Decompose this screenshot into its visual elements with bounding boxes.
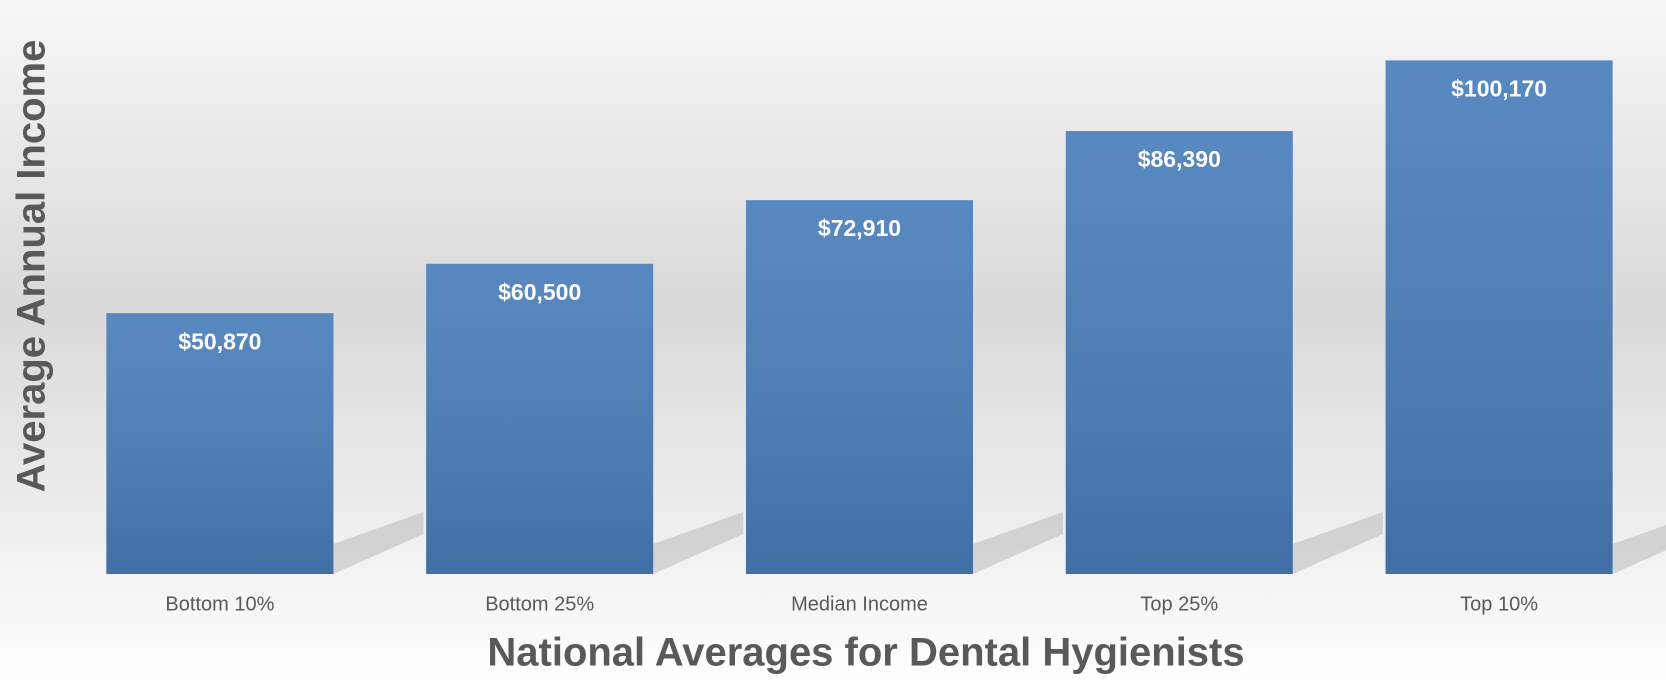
value-label: $72,910 [818,215,901,241]
x-tick-label: Top 25% [1140,593,1218,615]
bar-shadow [653,512,744,574]
bar-shadow [1612,525,1666,574]
x-tick-label: Top 10% [1460,593,1538,615]
value-label: $100,170 [1451,75,1547,101]
bar-shade [745,200,974,575]
plot-area: Bottom 10% $50,870 Bottom 25% $60,500 Median… [106,60,1666,615]
bar-shade [1385,60,1613,574]
bar-shadow [973,512,1064,574]
bar-shade [1065,131,1293,574]
bar-shadow [1292,512,1383,574]
y-axis-title: Average Annual Income [10,40,54,493]
value-label: $86,390 [1138,146,1221,172]
bar-shade [426,263,654,574]
x-axis-title: National Averages for Dental Hygienists [487,631,1244,675]
bar-shadow [333,512,424,574]
value-label: $50,870 [178,328,261,354]
x-tick-label: Bottom 10% [165,593,274,615]
value-label: $60,500 [498,279,581,305]
x-tick-label: Bottom 25% [485,593,594,615]
bar-shade [106,313,334,574]
x-tick-label: Median Income [791,593,928,615]
